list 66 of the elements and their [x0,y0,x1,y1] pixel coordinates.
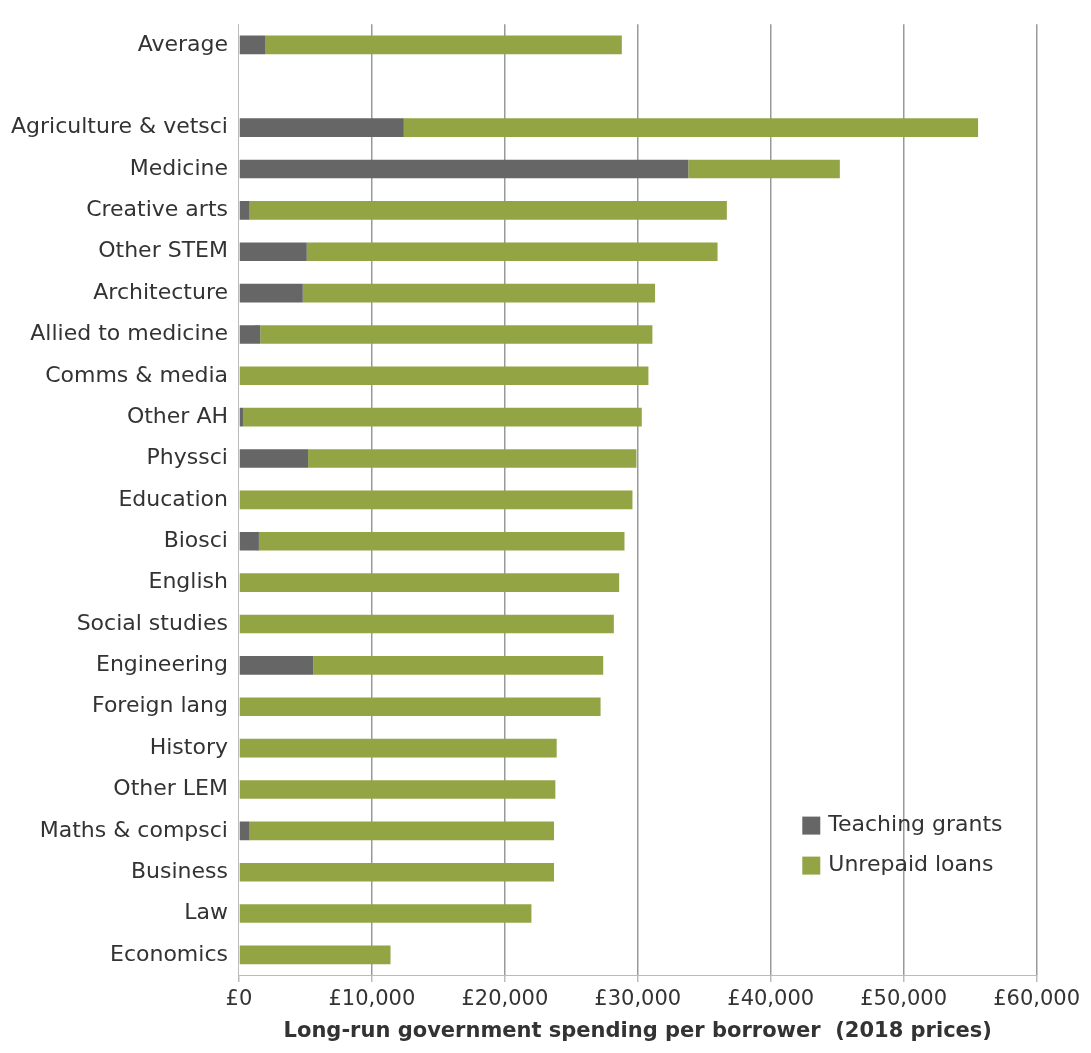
bar [308,449,637,468]
bar [239,780,556,799]
bar [258,531,625,551]
bar [239,945,391,965]
x-tick-label: £20,000 [461,985,549,1010]
y-tick-label: Comms & media [45,361,228,387]
y-tick-label: Other STEM [98,237,228,263]
x-tick-label: £40,000 [727,985,815,1010]
bar [239,366,649,386]
y-tick-label: Average [137,30,228,56]
legend-label: Unrepaid loans [828,851,994,877]
y-tick-label: Allied to medicine [30,320,228,346]
bar [242,407,642,427]
bar [306,242,718,262]
bar [239,449,309,468]
y-tick-label: Business [130,857,228,883]
bar [239,201,250,220]
bar [239,490,633,510]
y-tick-label: Social studies [76,609,228,635]
y-tick-label: Biosci [163,526,228,552]
bar [239,697,601,717]
bar [313,656,604,675]
bar [249,201,727,220]
y-tick-label: Foreign lang [92,692,228,718]
bar [302,283,656,303]
bar [239,614,614,634]
y-tick-label: Architecture [93,278,228,304]
bar [265,35,622,55]
x-tick-label: £0 [225,985,253,1010]
y-tick-label: Law [184,899,228,925]
x-tick-label: £60,000 [993,985,1080,1010]
y-tick-label: Economics [110,940,228,966]
bar [239,821,250,841]
y-tick-label: Agriculture & vetsci [11,113,228,139]
x-tick-label: £30,000 [594,985,682,1010]
bar [239,242,307,262]
bar [239,573,620,592]
x-tick-label: £50,000 [860,985,948,1010]
x-axis-title: Long-run government spending per borrower (2018 prices) [283,1017,992,1042]
bar [239,407,243,427]
y-tick-label: Engineering [95,651,228,677]
bar [239,283,303,303]
bar [239,118,404,137]
bar [239,656,314,675]
bar [249,821,555,841]
y-tick-label: Physsci [146,444,228,470]
legend-label: Teaching grants [827,811,1003,837]
y-tick-label: English [148,568,228,594]
bar [239,159,689,179]
y-tick-label: Other LEM [113,775,228,801]
y-tick-label: Other AH [126,402,228,428]
bar [239,862,555,882]
bar [239,35,266,55]
y-tick-label: Medicine [129,154,228,180]
bar [260,325,653,344]
bar [403,118,979,137]
bar [239,904,532,923]
y-tick-label: History [149,733,228,759]
x-tick-label: £10,000 [328,985,416,1010]
y-tick-label: Education [118,485,228,511]
bar [688,159,840,179]
bar [239,738,557,758]
y-tick-label: Creative arts [86,196,228,222]
bar [239,531,259,551]
y-tick-label: Maths & compsci [39,816,228,842]
bar [239,325,261,344]
